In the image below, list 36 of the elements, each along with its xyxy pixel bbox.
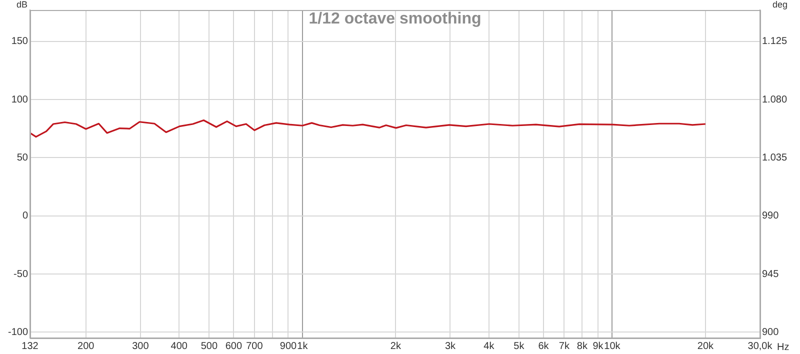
x-tick-label: 8k — [576, 340, 588, 352]
x-tick-label: 132 — [22, 340, 39, 352]
x-tick-label: 10k — [604, 340, 622, 352]
x-tick-label: 200 — [78, 340, 95, 352]
x-tick-label: 7k — [558, 340, 570, 352]
y-tick-label: -50 — [14, 268, 28, 280]
y2-tick-label: 1.035 — [762, 152, 788, 164]
x-tick-label: 400 — [170, 340, 188, 352]
y-tick-label: 50 — [16, 152, 28, 164]
y2-tick-label: 900 — [762, 326, 780, 338]
x-tick-label: 9k — [592, 340, 604, 352]
x-tick-label: 3k — [444, 340, 457, 352]
x-axis-title: Hz — [777, 342, 790, 353]
x-tick-label: 20k — [697, 340, 715, 352]
chart-title: 1/12 octave smoothing — [308, 10, 482, 28]
y2-tick-label: 1.080 — [762, 94, 788, 106]
y2-axis-title: deg — [772, 0, 788, 10]
y-tick-label: -100 — [8, 326, 28, 338]
y2-tick-label: 990 — [762, 210, 780, 222]
x-tick-label: 300 — [132, 340, 150, 352]
y-axis-title: dB — [16, 0, 28, 10]
x-tick-label: 5k — [514, 340, 526, 352]
y-tick-label: 0 — [22, 210, 28, 222]
x-tick-label: 500 — [200, 340, 218, 352]
y-tick-label: 150 — [11, 36, 28, 48]
x-tick-label: 700 — [246, 340, 264, 352]
x-tick-label: 1k — [297, 340, 309, 352]
x-tick-label: 30,0k — [748, 340, 774, 352]
x-tick-label: 600 — [225, 340, 242, 352]
x-tick-label: 900 — [280, 340, 298, 352]
y-tick-label: 100 — [11, 94, 28, 106]
x-tick-label: 6k — [538, 340, 550, 352]
x-tick-label: 2k — [390, 340, 402, 352]
x-tick-label: 4k — [484, 340, 496, 352]
y2-tick-label: 945 — [762, 268, 780, 280]
y2-tick-label: 1.125 — [762, 36, 788, 48]
